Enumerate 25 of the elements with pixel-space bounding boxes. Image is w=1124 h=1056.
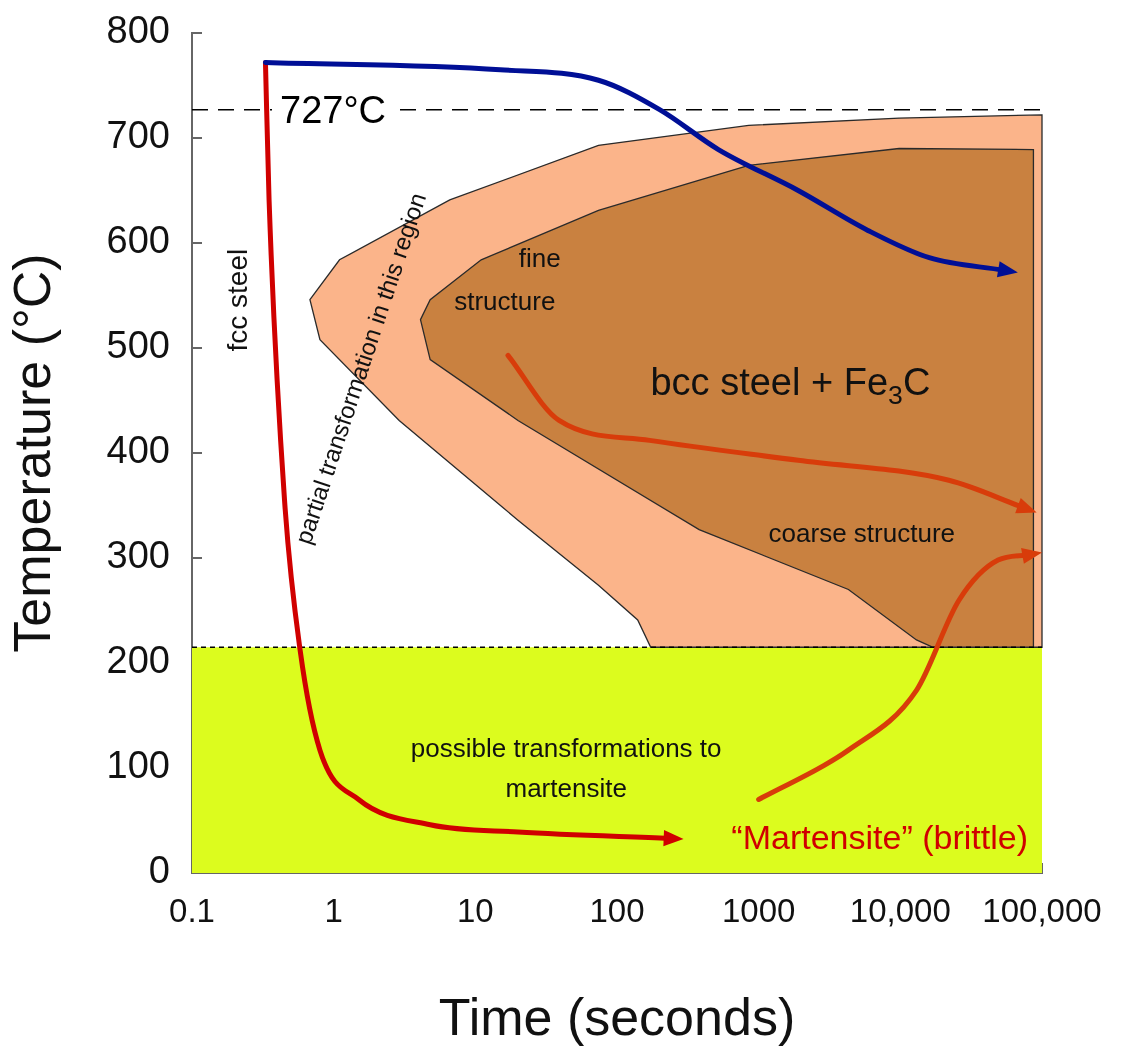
x-tick-label: 1000 — [721, 892, 796, 930]
x-tick-label: 100 — [589, 892, 645, 930]
x-tick-label: 0.1 — [169, 892, 215, 930]
annotation: fcc steel — [222, 248, 254, 352]
y-tick-label: 600 — [106, 219, 170, 262]
annotation: structure — [454, 285, 556, 316]
band-label: possible transformations to martensite — [410, 733, 722, 804]
y-tick-label: 400 — [106, 429, 170, 472]
y-tick-label: 300 — [106, 534, 170, 577]
y-axis-title: Temperature (°C) — [2, 253, 61, 653]
annotation: fine — [518, 242, 561, 273]
x-tick-label: 1 — [324, 892, 343, 930]
annotation: “Martensite” (brittle) — [731, 817, 1028, 856]
y-tick-label: 100 — [106, 744, 170, 787]
x-tick-label: 10,000 — [849, 892, 951, 930]
x-tick-label: 10 — [456, 892, 494, 930]
ref-line-label: 727°C — [280, 89, 387, 132]
y-tick-label: 0 — [148, 849, 170, 892]
y-tick-label: 700 — [106, 114, 170, 157]
y-tick-label: 200 — [106, 639, 170, 682]
annotation: coarse structure — [768, 518, 955, 549]
y-tick-label: 800 — [106, 9, 170, 52]
x-tick-label: 100,000 — [982, 892, 1102, 930]
x-axis-title: Time (seconds) — [438, 988, 796, 1047]
y-tick-label: 500 — [106, 324, 170, 367]
